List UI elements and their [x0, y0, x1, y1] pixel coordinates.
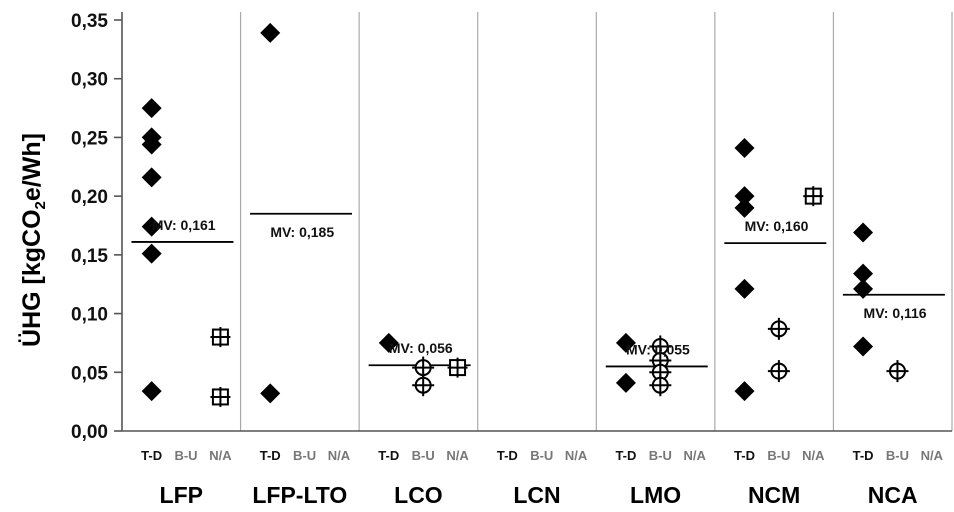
- subcategory-label: B-U: [886, 448, 909, 463]
- y-tick-label: 0,15: [71, 246, 108, 267]
- category-label: LCO: [394, 482, 443, 508]
- subcategory-label: B-U: [649, 448, 672, 463]
- marker-filled-diamond: [734, 278, 755, 299]
- markers-layer: [141, 22, 909, 407]
- marker-filled-diamond: [853, 222, 874, 243]
- grid-layer: [239, 12, 953, 431]
- mean-value-label: MV: 0,056: [389, 340, 453, 356]
- subcategory-label: T-D: [615, 448, 636, 463]
- subcategory-label: N/A: [328, 448, 351, 463]
- subcategory-label: B-U: [530, 448, 553, 463]
- subcategory-label: T-D: [260, 448, 281, 463]
- subcategory-label: N/A: [802, 448, 825, 463]
- subcategory-label: N/A: [565, 448, 588, 463]
- marker-filled-diamond: [141, 381, 162, 402]
- y-axis-title-main: ÜHG [kgCO: [17, 209, 46, 347]
- marker-filled-diamond: [378, 332, 399, 353]
- marker-filled-diamond: [734, 381, 755, 402]
- marker-filled-diamond: [141, 134, 162, 155]
- svg-text:ÜHG [kgCO2e/Wh]: ÜHG [kgCO2e/Wh]: [17, 133, 49, 347]
- marker-filled-diamond: [141, 243, 162, 264]
- subcategory-label: B-U: [174, 448, 197, 463]
- mean-value-label: MV: 0,160: [745, 218, 809, 234]
- mean-value-label: MV: 0,116: [864, 305, 927, 321]
- category-label: NCM: [748, 482, 800, 508]
- mean-value-label: MV: 0,185: [270, 224, 334, 240]
- marker-filled-diamond: [615, 332, 636, 353]
- marker-filled-diamond: [141, 167, 162, 188]
- marker-filled-diamond: [734, 137, 755, 158]
- marker-filled-diamond: [260, 383, 281, 404]
- category-label: NCA: [868, 482, 918, 508]
- marker-filled-diamond: [853, 336, 874, 357]
- subcategory-label: T-D: [378, 448, 399, 463]
- subcategory-label: N/A: [446, 448, 469, 463]
- category-label: LCN: [513, 482, 560, 508]
- category-label: LFP: [160, 482, 203, 508]
- subcategory-label: T-D: [141, 448, 162, 463]
- y-tick-label: 0,25: [71, 128, 108, 149]
- y-tick-label: 0,05: [71, 363, 108, 384]
- marker-filled-diamond: [853, 278, 874, 299]
- axis-layer: 0,00 0,05 0,10 0,15 0,20 0,25 0,30 0,35: [71, 11, 952, 443]
- marker-filled-diamond: [141, 98, 162, 119]
- subcategory-label: T-D: [734, 448, 755, 463]
- subcategory-label: T-D: [853, 448, 874, 463]
- marker-filled-diamond: [734, 197, 755, 218]
- marker-filled-diamond: [141, 216, 162, 237]
- y-tick-label: 0,30: [71, 70, 108, 91]
- y-tick-label: 0,20: [71, 187, 108, 208]
- subcategory-label: T-D: [497, 448, 518, 463]
- y-axis-title: ÜHG [kgCO2e/Wh]: [17, 133, 49, 347]
- marker-filled-diamond: [260, 22, 281, 43]
- y-axis-title-subscript: 2: [32, 201, 49, 209]
- marker-filled-diamond: [615, 372, 636, 393]
- y-tick-label: 0,35: [71, 11, 108, 32]
- subcategory-label: N/A: [684, 448, 707, 463]
- category-label: LFP-LTO: [252, 482, 347, 508]
- y-tick-label: 0,00: [71, 422, 108, 443]
- y-axis-title-tail: e/Wh]: [18, 133, 46, 201]
- mean-value-label: MV: 0,055: [626, 341, 690, 357]
- y-tick-label: 0,10: [71, 305, 108, 326]
- marker-filled-diamond: [734, 186, 755, 207]
- mean-value-label: MV: 0,161: [152, 217, 216, 233]
- subcategory-label: B-U: [412, 448, 435, 463]
- category-label: LMO: [630, 482, 681, 508]
- subcategory-label: N/A: [209, 448, 232, 463]
- subcategory-label: N/A: [921, 448, 944, 463]
- subcategory-label: B-U: [293, 448, 316, 463]
- subcategory-label: B-U: [767, 448, 790, 463]
- mean-lines-layer: [131, 212, 945, 368]
- labels-layer: LFP T-D B-U N/A LFP-LTO T-D B-U N/A LCO T-D B-U N/A…: [141, 217, 943, 508]
- marker-filled-diamond: [853, 263, 874, 284]
